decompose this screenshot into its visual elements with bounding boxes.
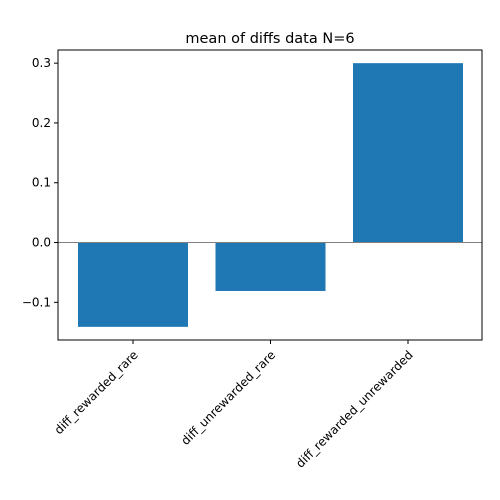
y-tick-label: 0.1 [32, 176, 51, 190]
chart-title: mean of diffs data N=6 [185, 31, 354, 47]
bar-diff_rewarded_rare [78, 242, 188, 327]
bar-diff_rewarded_unrewarded [353, 63, 463, 243]
bars-group [78, 63, 463, 327]
y-axis-ticks: −0.1 0.0 0.1 0.2 0.3 [22, 56, 58, 309]
y-tick-label: 0.0 [32, 236, 51, 250]
x-axis-ticks: diff_rewarded_rare diff_unrewarded_rare di… [52, 340, 416, 471]
y-tick-label: 0.2 [32, 116, 51, 130]
y-tick-label: −0.1 [22, 295, 51, 309]
x-tick-label: diff_unrewarded_rare [178, 348, 278, 448]
y-tick-label: 0.3 [32, 56, 51, 70]
x-tick-label: diff_rewarded_unrewarded [293, 348, 416, 471]
x-tick-label: diff_rewarded_rare [52, 348, 141, 437]
bar-diff_unrewarded_rare [215, 242, 326, 291]
